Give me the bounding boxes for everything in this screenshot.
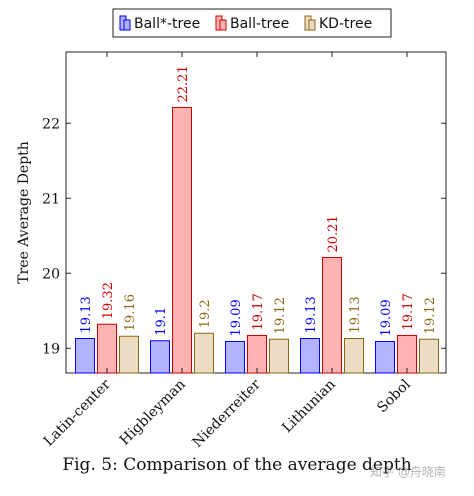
data-label: 19.17 xyxy=(401,293,416,330)
bar-kd-tree-0 xyxy=(119,335,139,374)
legend-label: Ball-tree xyxy=(230,16,289,32)
bar-ball-tree-2 xyxy=(225,341,245,374)
bar-ball-tree-0 xyxy=(97,323,117,374)
bar-ball-tree-3 xyxy=(300,338,320,374)
bars: 19.13 19.32 19.16 19.1 22.21 19.2 19.09 19.17 19… xyxy=(75,65,439,374)
bar-kd-tree-3 xyxy=(344,338,364,374)
x-tick-label: Latin-center xyxy=(41,376,114,449)
data-label: 19.1 xyxy=(154,307,169,336)
bar-ball-tree-4 xyxy=(375,341,395,374)
data-label: 19.09 xyxy=(379,299,394,336)
y-tick-label: 19 xyxy=(42,341,60,357)
y-axis-label: Tree Average Depth xyxy=(16,141,32,284)
legend-label: Ball*-tree xyxy=(134,16,200,32)
x-tick-label: Niederreiter xyxy=(190,376,264,450)
bar-kd-tree-1 xyxy=(194,332,214,374)
data-label: 19.17 xyxy=(251,293,266,330)
data-label: 19.12 xyxy=(273,297,288,334)
bar-ball-tree-0 xyxy=(75,338,95,374)
legend-swatch xyxy=(219,19,227,31)
data-label: 19.12 xyxy=(423,297,438,334)
data-label: 19.13 xyxy=(304,296,319,333)
bar-ball-tree-2 xyxy=(247,335,267,374)
x-axis: Latin-center Higbleyman Niederreiter Lithun… xyxy=(41,52,414,451)
data-label: 19.2 xyxy=(198,299,213,328)
legend-box xyxy=(112,8,392,38)
figure-caption: Fig. 5: Comparison of the average depth xyxy=(62,455,412,475)
y-tick-label: 21 xyxy=(42,191,60,207)
x-tick-label: Higbleyman xyxy=(117,377,189,449)
y-tick-label: 22 xyxy=(42,116,60,132)
data-label: 19.13 xyxy=(348,296,363,333)
legend-swatch xyxy=(308,19,316,31)
bar-ball-tree-4 xyxy=(397,335,417,374)
bar-kd-tree-4 xyxy=(419,338,439,374)
x-tick-label: Lithunian xyxy=(279,377,339,437)
y-axis: 19 20 21 22 xyxy=(42,116,446,357)
y-tick-label: 20 xyxy=(42,266,60,282)
bar-ball-tree-1 xyxy=(172,107,192,374)
bar-kd-tree-2 xyxy=(269,338,289,374)
legend-label: KD-tree xyxy=(319,16,372,32)
legend: Ball*-tree Ball-tree KD-tree xyxy=(112,8,392,38)
data-label: 19.32 xyxy=(101,282,116,319)
bar-ball-tree-3 xyxy=(322,257,342,374)
x-tick-label: Sobol xyxy=(374,376,414,416)
legend-swatch xyxy=(123,19,131,31)
bar-ball-tree-1 xyxy=(150,340,170,374)
data-label: 19.16 xyxy=(123,294,138,331)
data-label: 19.13 xyxy=(79,296,94,333)
watermark: 知乎 @舟晓南 xyxy=(370,465,446,479)
data-label: 22.21 xyxy=(176,65,191,102)
data-label: 20.21 xyxy=(326,215,341,252)
data-label: 19.09 xyxy=(229,299,244,336)
